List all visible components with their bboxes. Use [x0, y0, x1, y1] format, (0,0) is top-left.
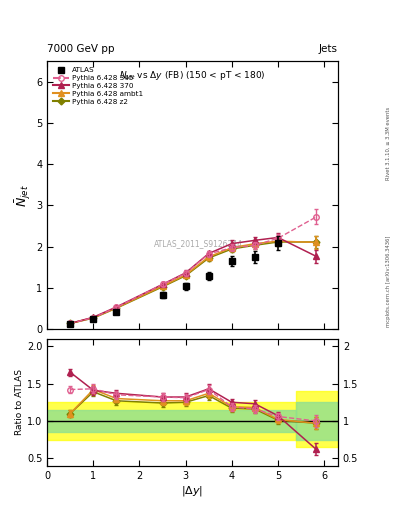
Text: 7000 GeV pp: 7000 GeV pp — [47, 44, 115, 54]
Legend: ATLAS, Pythia 6.428 345, Pythia 6.428 370, Pythia 6.428 ambt1, Pythia 6.428 z2: ATLAS, Pythia 6.428 345, Pythia 6.428 37… — [51, 65, 145, 107]
Y-axis label: $\bar{N}_{jet}$: $\bar{N}_{jet}$ — [14, 184, 33, 207]
Y-axis label: Ratio to ATLAS: Ratio to ATLAS — [15, 369, 24, 435]
Text: $N_{jet}$ vs $\Delta y$ (FB) (150 < pT < 180): $N_{jet}$ vs $\Delta y$ (FB) (150 < pT <… — [119, 70, 266, 82]
Text: mcplots.cern.ch [arXiv:1306.3436]: mcplots.cern.ch [arXiv:1306.3436] — [386, 236, 391, 327]
X-axis label: $|\Delta y|$: $|\Delta y|$ — [182, 483, 204, 498]
Text: Rivet 3.1.10, ≥ 3.3M events: Rivet 3.1.10, ≥ 3.3M events — [386, 106, 391, 180]
Text: ATLAS_2011_S9126244: ATLAS_2011_S9126244 — [154, 239, 243, 248]
Text: Jets: Jets — [319, 44, 338, 54]
